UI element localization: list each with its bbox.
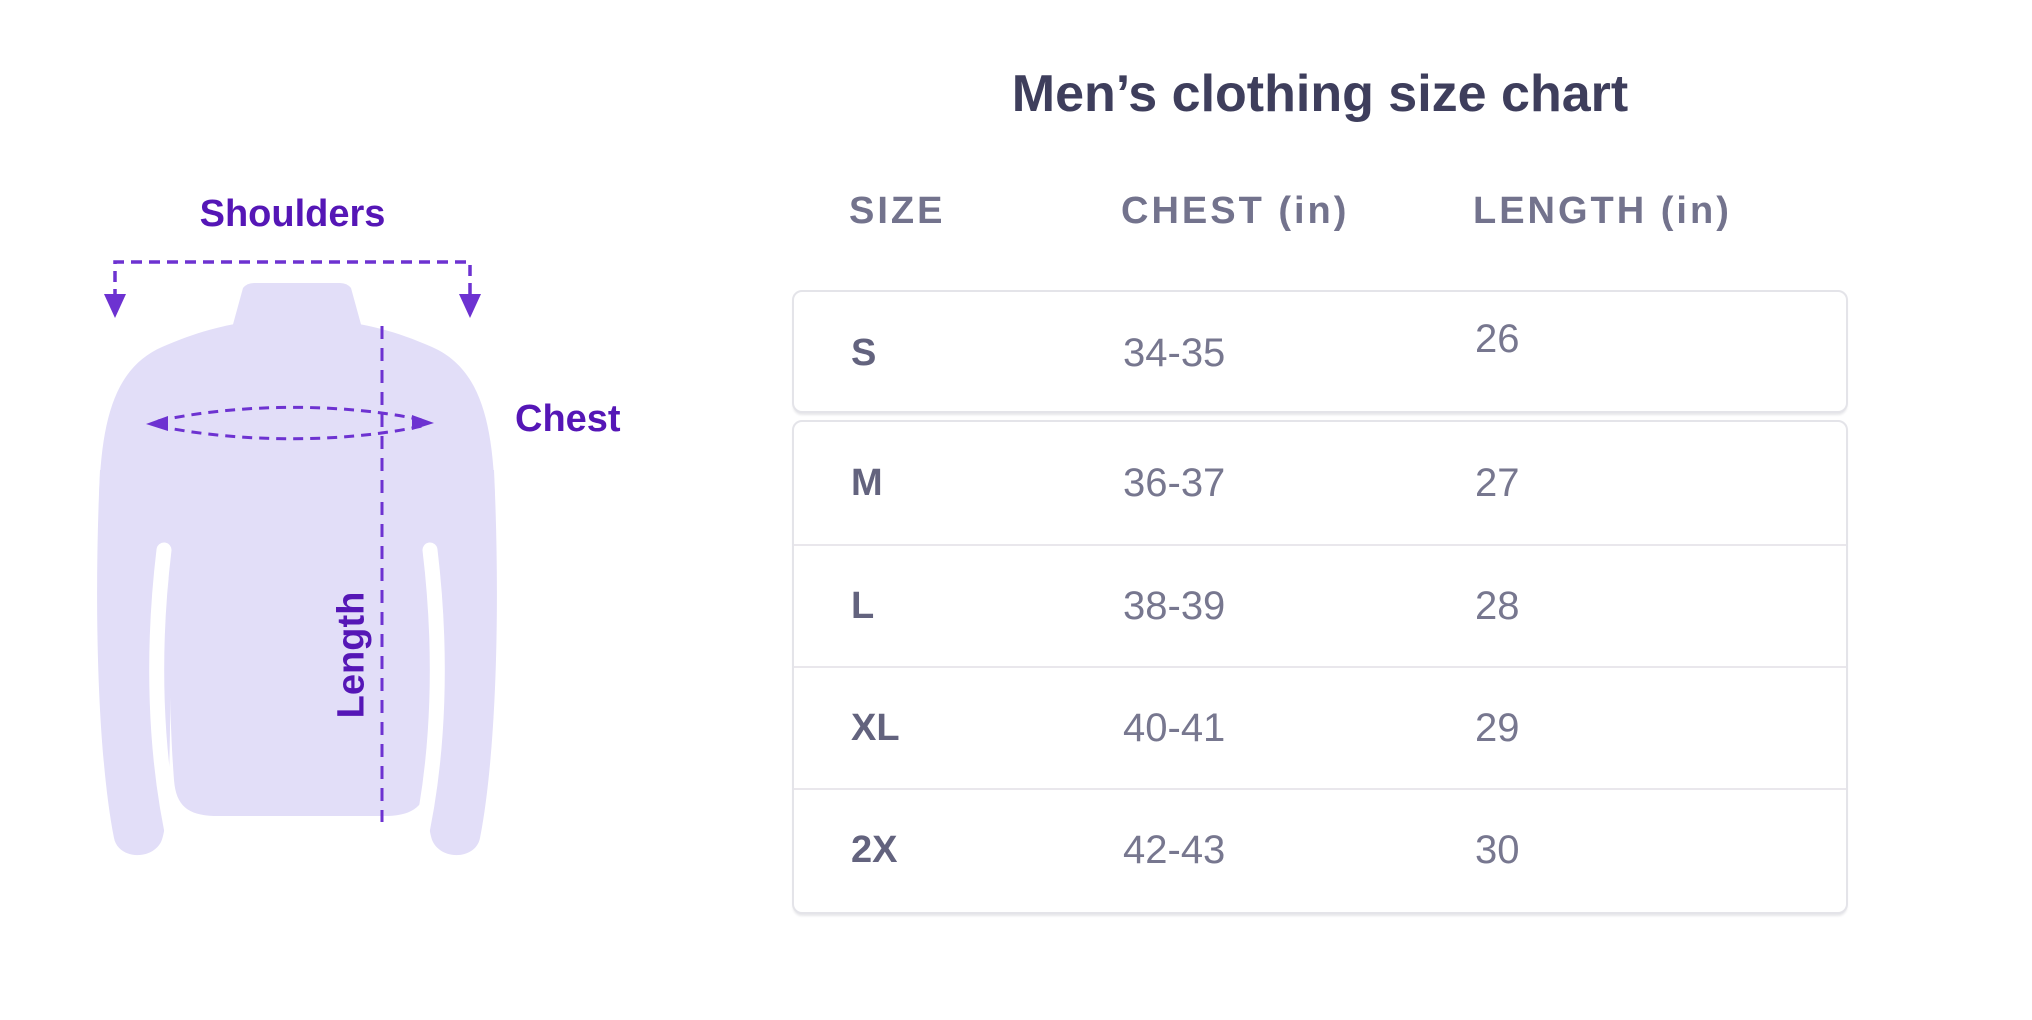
length-cell: 29 bbox=[1475, 705, 1520, 750]
table-row: XL 40-41 29 bbox=[794, 666, 1846, 788]
table-header-row: SIZE CHEST (in) LENGTH (in) bbox=[792, 190, 1848, 232]
shirt-shoulders bbox=[98, 319, 496, 581]
chest-cell: 36-37 bbox=[1123, 460, 1226, 505]
shirt-measurement-diagram: Shoulders Chest Length bbox=[0, 0, 720, 1020]
shoulders-measure-line bbox=[113, 260, 472, 300]
table-row-group-top: S 34-35 26 bbox=[792, 290, 1848, 413]
column-header-size: SIZE bbox=[849, 190, 946, 232]
size-cell: 2X bbox=[851, 828, 898, 871]
size-cell: M bbox=[851, 461, 883, 504]
shoulders-arrow-left-icon bbox=[104, 294, 126, 318]
table-row: L 38-39 28 bbox=[794, 544, 1846, 666]
size-cell: L bbox=[851, 584, 875, 627]
chest-arrow-left-icon bbox=[146, 416, 168, 431]
left-sleeve-seam bbox=[149, 542, 184, 858]
length-cell: 28 bbox=[1475, 583, 1520, 628]
page-title: Men’s clothing size chart bbox=[1011, 65, 1629, 123]
chest-label: Chest bbox=[515, 398, 621, 440]
shirt-collar bbox=[232, 283, 362, 328]
column-header-chest: CHEST (in) bbox=[1121, 190, 1350, 232]
chest-cell: 34-35 bbox=[1123, 330, 1226, 375]
length-cell: 27 bbox=[1475, 460, 1520, 505]
right-sleeve-seam bbox=[410, 542, 445, 858]
table-row: S 34-35 26 bbox=[794, 292, 1846, 414]
chest-arrow-right-icon bbox=[412, 415, 434, 430]
table-row: 2X 42-43 30 bbox=[794, 788, 1846, 910]
shirt-right-sleeve bbox=[423, 470, 497, 856]
length-cell: 26 bbox=[1475, 316, 1520, 361]
shirt-illustration bbox=[97, 260, 497, 858]
shoulders-arrow-right-icon bbox=[459, 294, 481, 318]
shirt-left-sleeve bbox=[97, 470, 171, 856]
chest-cell: 38-39 bbox=[1123, 583, 1226, 628]
chest-cell: 40-41 bbox=[1123, 705, 1226, 750]
table-row-group-main: M 36-37 27 L 38-39 28 XL 40-41 29 2X 42-… bbox=[792, 420, 1848, 914]
chest-cell: 42-43 bbox=[1123, 827, 1226, 872]
size-cell: S bbox=[851, 331, 877, 374]
size-cell: XL bbox=[851, 706, 900, 749]
column-header-length: LENGTH (in) bbox=[1473, 190, 1732, 232]
length-cell: 30 bbox=[1475, 827, 1520, 872]
shoulders-label: Shoulders bbox=[199, 193, 386, 235]
table-row: M 36-37 27 bbox=[794, 422, 1846, 544]
